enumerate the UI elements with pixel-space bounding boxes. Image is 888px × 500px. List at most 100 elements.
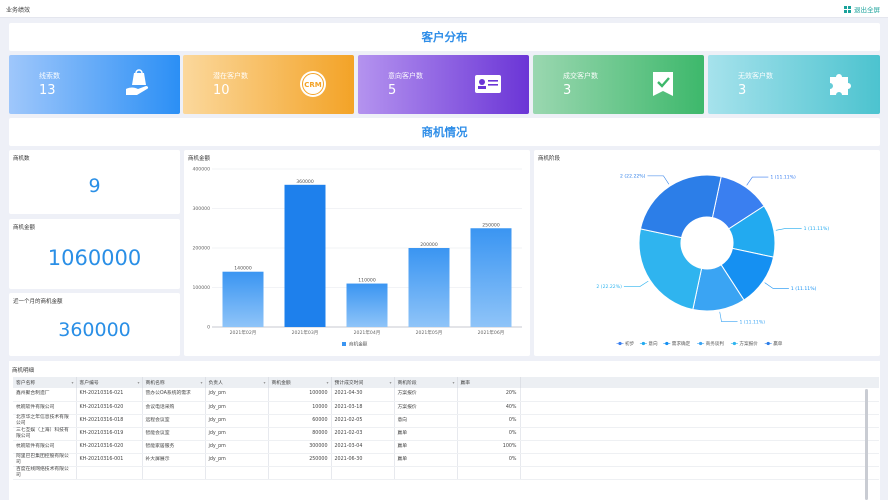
opportunity-title: 商机情况 xyxy=(9,118,880,146)
bar[interactable] xyxy=(222,271,264,327)
table-cell-filler xyxy=(520,427,879,441)
bar[interactable] xyxy=(470,228,512,327)
recent-amount-value: 360000 xyxy=(58,319,131,341)
table-cell: 60000 xyxy=(268,414,332,428)
top-bar: 业务绩效 退出全屏 xyxy=(0,0,888,18)
bar-value-label: 200000 xyxy=(420,242,438,248)
sort-icon[interactable]: ▾ xyxy=(326,380,329,385)
legend-label: 赢单 xyxy=(773,340,783,347)
slice-label: 1 (11.11%) xyxy=(740,319,766,325)
table-cell: 100% xyxy=(457,440,521,454)
column-header[interactable]: 商机名称 ▾ xyxy=(142,377,206,388)
table-row[interactable]: 百度在线网络技术有限公司 xyxy=(13,466,879,480)
table-cell: 杭皖软件有限公司 xyxy=(13,401,77,415)
recent-amount-label: 近一个月的商机金额 xyxy=(13,299,63,305)
legend-item[interactable]: 意向 xyxy=(639,340,658,347)
puzzle-icon xyxy=(824,69,854,99)
opp-count-card: 商机数 9 xyxy=(9,150,180,214)
sort-icon[interactable]: ▾ xyxy=(452,380,455,385)
sort-icon[interactable]: ▾ xyxy=(137,380,140,385)
table-cell: 北京华之年信息技术有限公司 xyxy=(13,414,77,428)
table-cell: 2021-02-05 xyxy=(331,414,395,428)
legend-label: 需求确定 xyxy=(672,340,691,347)
table-cell xyxy=(205,466,269,480)
column-header[interactable]: 商机金额 ▾ xyxy=(268,377,332,388)
slice-leader-line xyxy=(775,228,802,231)
slice-leader-line xyxy=(647,175,670,185)
table-row[interactable]: 杭皖软件有限公司 KH-20210316-020 会议电话采购 jdy_pm 10000… xyxy=(13,401,879,415)
bar-value-label: 110000 xyxy=(358,278,376,284)
table-cell: 方案报价 xyxy=(394,401,458,415)
legend-item[interactable]: 方案报价 xyxy=(730,340,758,347)
y-tick-label: 0 xyxy=(207,325,210,331)
column-header[interactable]: 客户名称 ▾ xyxy=(13,377,77,388)
sort-icon[interactable]: ▾ xyxy=(263,380,266,385)
table-cell: 会议电话采购 xyxy=(142,401,206,415)
column-header[interactable]: 客户编号 ▾ xyxy=(76,377,143,388)
table-cell: 2021-03-18 xyxy=(331,401,395,415)
table-row[interactable]: 鑫州聚合制造厂 KH-20210316-021 营办公OA系统的需求 jdy_pm 10… xyxy=(13,388,879,402)
kpi-card: 成交客户数 3 xyxy=(533,55,704,114)
pie-chart-title: 商机阶段 xyxy=(538,156,561,162)
column-header-label: 商机金额 xyxy=(271,381,291,386)
table-cell-filler xyxy=(520,466,879,480)
column-header-label: 客户编号 xyxy=(79,381,99,386)
bar[interactable] xyxy=(408,248,450,327)
table-row[interactable]: 北京华之年信息技术有限公司 KH-20210316-018 远程会议室 jdy_pm 6… xyxy=(13,414,879,428)
kpi-card: 线索数 13 xyxy=(9,55,180,114)
y-tick-label: 300000 xyxy=(192,206,210,212)
pie-chart-card: 商机阶段 1 (11.11%) 1 (11.11%) 1 (11.11%) 1 (11… xyxy=(534,150,880,356)
legend-item[interactable]: 商机金额 xyxy=(342,341,368,348)
table-cell: 0% xyxy=(457,414,521,428)
legend-swatch xyxy=(342,342,346,346)
table-cell: 阿里巴巴集团控股有限公司 xyxy=(13,453,77,467)
bar-chart-title: 商机金额 xyxy=(188,156,211,162)
donut-chart: 1 (11.11%) 1 (11.11%) 1 (11.11%) 1 (11.11%)… xyxy=(596,173,829,347)
legend-label: 方案报价 xyxy=(739,340,758,347)
column-header[interactable]: 负责人 ▾ xyxy=(205,377,269,388)
kpi-card: 意向客户数 5 xyxy=(358,55,529,114)
sort-icon[interactable]: ▾ xyxy=(389,380,392,385)
donut-slice[interactable] xyxy=(638,228,703,311)
column-header[interactable]: 商机阶段 ▾ xyxy=(394,377,458,388)
table-cell: 2021-06-30 xyxy=(331,453,395,467)
table-cell: KH-20210316-020 xyxy=(76,440,143,454)
column-header[interactable]: 预计成交时间 ▾ xyxy=(331,377,395,388)
exit-fullscreen-button[interactable]: 退出全屏 xyxy=(844,4,880,14)
legend-label: 意向 xyxy=(648,340,658,347)
table-cell: 营办公OA系统的需求 xyxy=(142,388,206,402)
bar-value-label: 140000 xyxy=(234,266,252,272)
table-cell: 2021-04-30 xyxy=(331,388,395,402)
column-header-label: 负责人 xyxy=(208,381,223,386)
table-cell: 100000 xyxy=(268,388,332,402)
legend-item[interactable]: 商务谈判 xyxy=(697,340,724,347)
bar[interactable] xyxy=(346,283,388,327)
table-cell: 三七互娱（上海）科技有限公司 xyxy=(13,427,77,441)
legend-item[interactable]: 需求确定 xyxy=(663,340,691,347)
table-cell: 百度在线网络技术有限公司 xyxy=(13,466,77,480)
bar[interactable] xyxy=(284,184,326,327)
table-scrollbar[interactable] xyxy=(865,389,868,500)
kpi-value: 10 xyxy=(213,83,230,98)
kpi-value: 3 xyxy=(563,83,572,98)
legend-item[interactable]: 赢单 xyxy=(764,340,783,347)
table-cell: KH-20210316-001 xyxy=(76,453,143,467)
legend-item[interactable]: 初步 xyxy=(616,340,635,347)
kpi-card: 无效客户数 3 xyxy=(708,55,880,114)
column-header[interactable]: 赢率 xyxy=(457,377,521,388)
table-cell: 2021-03-04 xyxy=(331,440,395,454)
slice-label: 1 (11.11%) xyxy=(791,286,817,292)
slice-leader-line xyxy=(764,282,789,289)
table-cell: KH-20210316-019 xyxy=(76,427,143,441)
table-row[interactable]: 阿里巴巴集团控股有限公司 KH-20210316-001 补大屏展示 jdy_pm 25… xyxy=(13,453,879,467)
table-cell: 远程会议室 xyxy=(142,414,206,428)
table-cell: 意向 xyxy=(394,414,458,428)
kpi-value: 13 xyxy=(39,83,56,98)
table-cell: 赢单 xyxy=(394,427,458,441)
table-row[interactable]: 三七互娱（上海）科技有限公司 KH-20210316-019 智能会议室 jdy_pm… xyxy=(13,427,879,441)
x-tick-label: 2021年06月 xyxy=(478,329,505,336)
sort-icon[interactable]: ▾ xyxy=(71,380,74,385)
donut-slice[interactable] xyxy=(639,174,722,239)
table-row[interactable]: 杭皖软件有限公司 KH-20210316-020 智能家居服务 jdy_pm 30000… xyxy=(13,440,879,454)
sort-icon[interactable]: ▾ xyxy=(200,380,203,385)
